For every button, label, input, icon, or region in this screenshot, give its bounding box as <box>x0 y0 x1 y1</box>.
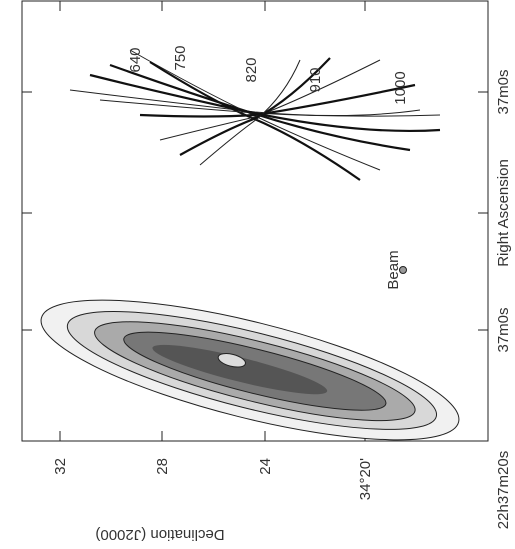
beam-label: Beam <box>385 250 402 289</box>
velocity-field <box>69 49 441 181</box>
ra-tick-label: 37m0s <box>495 307 512 352</box>
dec-tick-label: 32 <box>52 458 69 475</box>
y-axis-label: Declination (J2000) <box>95 526 224 543</box>
velocity-label: 910 <box>307 67 324 92</box>
velocity-label: 750 <box>172 45 189 70</box>
ra-ticks <box>22 91 488 331</box>
ra-tick-label: 37m0s <box>495 69 512 114</box>
dec-tick-label: 24 <box>257 458 274 475</box>
velocity-label: 820 <box>243 57 260 82</box>
velocity-label: 640 <box>127 47 144 72</box>
frame <box>21 0 489 442</box>
intensity-map <box>40 299 460 441</box>
dec-tick-label: 34°20' <box>357 458 374 500</box>
x-axis-label: Right Ascension <box>495 159 512 267</box>
dec-tick-label: 28 <box>154 458 171 475</box>
velocity-label: 1000 <box>392 71 409 104</box>
beam-marker <box>399 266 407 274</box>
ra-tick-label: 22h37m20s <box>495 451 512 529</box>
